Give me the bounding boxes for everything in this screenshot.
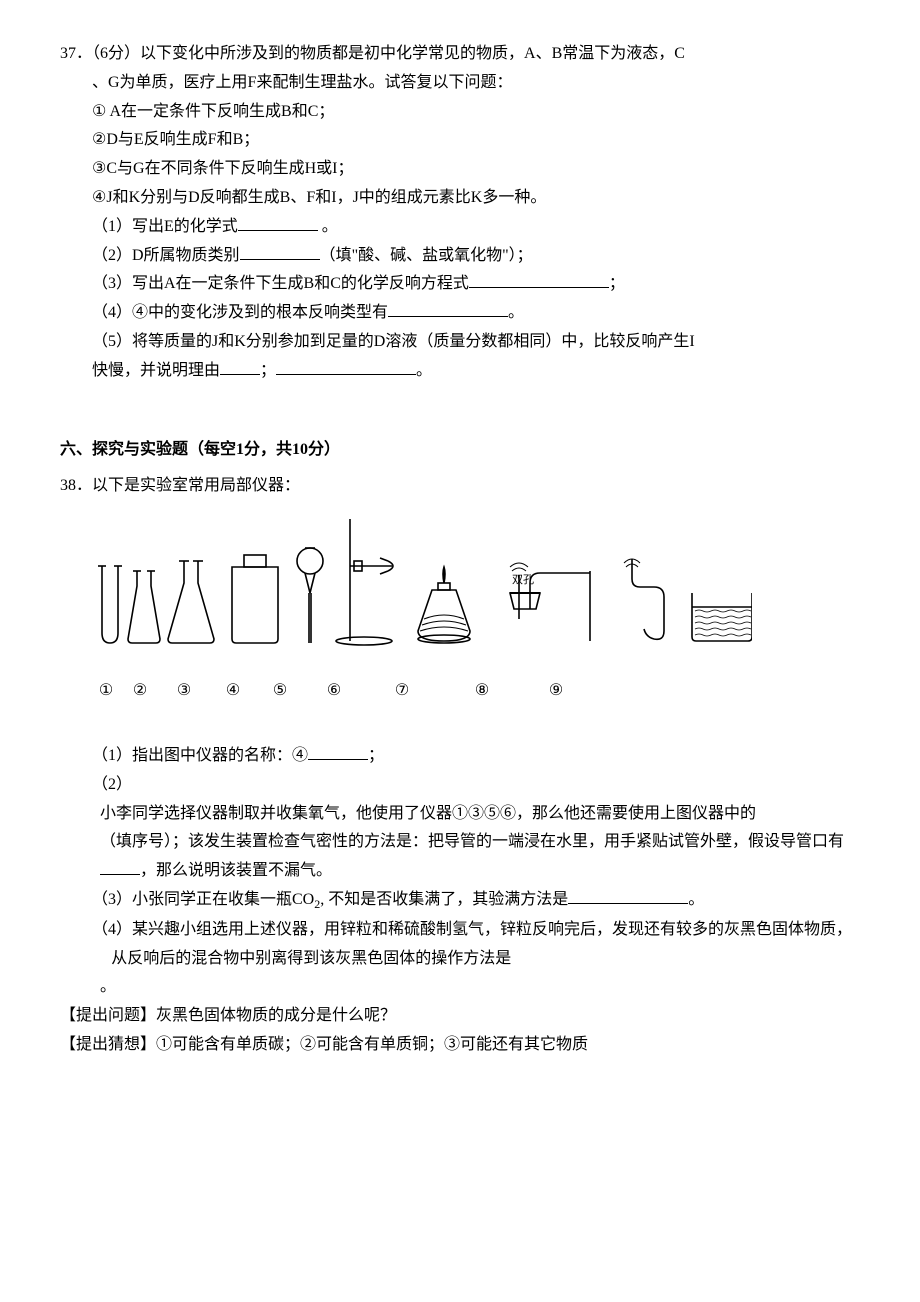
apparatus-erlenmeyer-small [128, 571, 160, 643]
label-3: ③ [160, 677, 208, 706]
q37-intro-a: （6分）以下变化中所涉及到的物质都是初中化学常见的物质，A、B常温下为液态，C [92, 45, 685, 62]
q38-part1: （1）指出图中仪器的名称：④ ； [60, 742, 860, 771]
q38-part2a: 小李同学选择仪器制取并收集氧气，他使用了仪器①③⑤⑥，那么他还需要使用上图仪器中… [60, 800, 860, 829]
blank-reason2[interactable] [276, 358, 416, 375]
q37-p1-end: 。 [322, 218, 338, 235]
q37-cond1: ① A在一定条件下反响生成B和C； [60, 98, 860, 127]
q37-part2: （2）D所属物质类别 （填"酸、碱、盐或氧化物"）； [60, 242, 860, 271]
q37-intro-line1: 37．（6分）以下变化中所涉及到的物质都是初中化学常见的物质，A、B常温下为液态… [60, 40, 860, 69]
label-5: ⑤ [258, 677, 302, 706]
q38-p2c-prefix: （填序号）；该发生装置检查气密性的方法是：把导管的一端浸在水里，用手紧贴试管外壁… [100, 833, 844, 850]
q38-part4-end: 。 [60, 973, 860, 1002]
q38-intro-text: 以下是实验室常用局部仪器： [92, 477, 300, 494]
q38-part4: （4）某兴趣小组选用上述仪器，用锌粒和稀硫酸制氢气，锌粒反响完后，发现还有较多的… [60, 916, 860, 974]
q37-p5c: ； [260, 362, 276, 379]
q37-part4: （4）④中的变化涉及到的根本反响类型有 。 [60, 299, 860, 328]
q37-p3a: （3）写出A在一定条件下生成B和C的化学反响方程式 [92, 275, 469, 292]
blank-full-method[interactable] [568, 887, 688, 904]
question-37: 37．（6分）以下变化中所涉及到的物质都是初中化学常见的物质，A、B常温下为液态… [60, 40, 860, 386]
q38-p4a: （4）某兴趣小组选用上述仪器，用锌粒和稀硫酸制氢气，锌粒反响完后，发现还有较多的… [92, 921, 852, 967]
q37-p2b: （填"酸、碱、盐或氧化物"）； [320, 247, 533, 264]
apparatus-erlenmeyer-large [168, 561, 214, 643]
q37-p1-text: （1）写出E的化学式 [92, 218, 238, 235]
q37-p3b: ； [609, 275, 625, 292]
q37-cond2: ②D与E反响生成F和B； [60, 126, 860, 155]
label-2: ② [120, 677, 160, 706]
q37-intro-line2: 、G为单质，医疗上用F来配制生理盐水。试答复以下问题： [60, 69, 860, 98]
apparatus-test-tube [98, 566, 122, 643]
apparatus-separating-funnel [297, 548, 323, 643]
q38-guess: 【提出猜想】①可能含有单质碳；②可能含有单质铜；③可能还有其它物质 [60, 1031, 860, 1060]
blank-reason1[interactable] [220, 358, 260, 375]
q38-ask: 【提出问题】灰黑色固体物质的成分是什么呢？ [60, 1002, 860, 1031]
apparatus-alcohol-lamp [418, 567, 470, 643]
label-4: ④ [208, 677, 258, 706]
label-6: ⑥ [302, 677, 366, 706]
q37-part5a: （5）将等质量的J和K分别参加到足量的D溶液（质量分数都相同）中，比较反响产生I [60, 328, 860, 357]
apparatus-labels: ①②③④⑤⑥⑦⑧⑨ [60, 677, 860, 706]
q37-cond3: ③C与G在不同条件下反响生成H或I； [60, 155, 860, 184]
apparatus-delivery-tube [624, 559, 664, 639]
q37-p2a: （2）D所属物质类别 [92, 247, 240, 264]
apparatus-iron-stand [336, 519, 393, 645]
q37-number: 37． [60, 45, 92, 62]
q38-p3b: 。 [688, 891, 704, 908]
q38-p2c-suffix: ，那么说明该装置不漏气。 [140, 862, 332, 879]
blank-equation[interactable] [469, 271, 609, 288]
blank-bubble[interactable] [100, 858, 140, 875]
q37-p5b: 快慢，并说明理由 [92, 362, 220, 379]
q38-number: 38． [60, 477, 92, 494]
apparatus-diagram: 双孔 [92, 511, 860, 661]
q38-intro: 38．以下是实验室常用局部仪器： [60, 472, 860, 501]
q38-p1a: （1）指出图中仪器的名称：④ [92, 747, 308, 764]
label-7: ⑦ [366, 677, 438, 706]
blank-d-category[interactable] [240, 243, 320, 260]
section-6-header: 六、探究与实验题（每空1分，共10分） [60, 436, 860, 465]
q37-part5b: 快慢，并说明理由 ； 。 [60, 357, 860, 386]
label-9: ⑨ [526, 677, 586, 706]
apparatus-trough [692, 593, 752, 641]
q37-p5d: 。 [416, 362, 432, 379]
question-38: 38．以下是实验室常用局部仪器： [60, 472, 860, 1059]
q38-part2-num: （2） [60, 771, 860, 800]
q38-p3a: （3）小张同学正在收集一瓶CO [92, 891, 314, 908]
blank-instrument-name[interactable] [308, 743, 368, 760]
q37-part3: （3）写出A在一定条件下生成B和C的化学反响方程式 ； [60, 270, 860, 299]
apparatus-stopper-tube: 双孔 [510, 563, 590, 641]
q37-part1: （1）写出E的化学式 。 [60, 213, 860, 242]
q38-p3mid: , 不知是否收集满了，其验满方法是 [320, 891, 568, 908]
q38-part2c: （填序号）；该发生装置检查气密性的方法是：把导管的一端浸在水里，用手紧贴试管外壁… [60, 828, 860, 886]
q37-p4a: （4）④中的变化涉及到的根本反响类型有 [92, 304, 388, 321]
q37-p4b: 。 [508, 304, 524, 321]
apparatus-reagent-bottle [232, 555, 278, 643]
q38-p1b: ； [368, 747, 384, 764]
blank-e-formula[interactable] [238, 214, 318, 231]
q38-part3: （3）小张同学正在收集一瓶CO2, 不知是否收集满了，其验满方法是。 [60, 886, 860, 916]
q37-cond4: ④J和K分别与D反响都生成B、F和I，J中的组成元素比K多一种。 [60, 184, 860, 213]
label-8: ⑧ [438, 677, 526, 706]
blank-reaction-type[interactable] [388, 300, 508, 317]
label-1: ① [92, 677, 120, 706]
